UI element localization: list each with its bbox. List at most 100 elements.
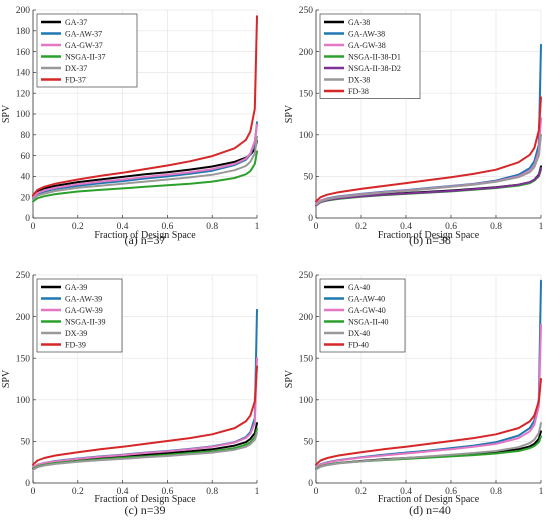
panel-caption: (b) n=38 — [409, 233, 451, 247]
x-tick-label: 0.8 — [206, 487, 218, 497]
legend-label: GA-AW-39 — [65, 295, 102, 304]
y-tick-label: 20 — [21, 193, 31, 203]
legend-box — [319, 278, 406, 353]
x-tick-label: 0.4 — [117, 487, 129, 497]
legend-label: GA-AW-37 — [65, 30, 102, 39]
legend-label: NSGA-II-38-D1 — [348, 53, 401, 62]
y-tick-label: 80 — [21, 131, 31, 141]
x-tick-label: 1 — [255, 222, 260, 232]
y-tick-label: 100 — [16, 110, 31, 120]
y-tick-label: 50 — [21, 438, 31, 448]
y-tick-label: 50 — [304, 173, 314, 183]
y-tick-label: 160 — [16, 48, 31, 58]
legend-label: NSGA-II-39 — [65, 318, 105, 327]
legend-label: GA-AW-40 — [348, 295, 385, 304]
legend-label: NSGA-II-40 — [348, 318, 388, 327]
x-axis-label: Fraction of Design Space — [94, 230, 196, 241]
series-line-nsga-ii-37 — [32, 150, 258, 203]
panel-caption: (c) n=39 — [124, 503, 165, 517]
legend-box — [36, 13, 138, 88]
legend-label: NSGA-II-37 — [65, 53, 105, 62]
series-line-ga-gw-40 — [315, 323, 542, 469]
x-tick-label: 0.4 — [117, 222, 129, 232]
y-tick-label: 200 — [299, 313, 314, 323]
y-axis-label: SPV — [1, 104, 12, 123]
legend-label: GA-GW-39 — [65, 306, 103, 315]
legend-label: FD-39 — [65, 341, 86, 350]
x-tick-label: 0 — [314, 487, 319, 497]
panel-caption: (d) n=40 — [409, 503, 451, 517]
series-line-fd-38 — [315, 96, 542, 203]
x-tick-label: 1 — [539, 487, 544, 497]
x-tick-label: 0 — [314, 222, 319, 232]
legend-label: DX-40 — [348, 329, 370, 338]
legend-label: DX-38 — [348, 76, 370, 85]
y-tick-label: 150 — [16, 354, 31, 364]
x-tick-label: 0.2 — [355, 222, 367, 232]
x-tick-label: 0.6 — [445, 222, 457, 232]
legend-label: FD-40 — [348, 341, 369, 350]
y-axis-label: SPV — [284, 369, 295, 388]
y-tick-label: 200 — [16, 313, 31, 323]
y-tick-label: 250 — [16, 271, 31, 281]
legend-label: GA-AW-38 — [348, 30, 385, 39]
series-line-dx-37 — [32, 135, 258, 201]
legend-label: GA-38 — [348, 18, 370, 27]
legend-label: GA-GW-37 — [65, 41, 103, 50]
x-tick-label: 1 — [255, 487, 260, 497]
legend-label: GA-39 — [65, 283, 87, 292]
y-tick-label: 150 — [299, 89, 314, 99]
y-tick-label: 100 — [299, 131, 314, 141]
chart-panel-3: 0 0.2 0.4 0.6 0.8 1 0 50 100 150 200 250 Fraction of… — [1, 271, 260, 517]
y-tick-label: 0 — [25, 214, 30, 224]
legend-label: GA-37 — [65, 18, 87, 27]
x-tick-label: 0.8 — [490, 222, 502, 232]
x-tick-label: 0.6 — [161, 487, 173, 497]
legend-label: GA-GW-40 — [348, 306, 386, 315]
series-line-dx-40 — [315, 422, 542, 471]
x-axis-label: Fraction of Design Space — [378, 230, 480, 241]
x-tick-label: 0 — [31, 487, 36, 497]
chart-panel-1: 0 0.2 0.4 0.6 0.8 1 0 20 40 60 80 100 120 140 160 180 20… — [1, 6, 260, 247]
x-tick-label: 0.8 — [490, 487, 502, 497]
series-line-ga-gw-37 — [32, 123, 258, 199]
y-axis-label: SPV — [284, 104, 295, 123]
panel-caption: (a) n=37 — [124, 233, 165, 247]
series-line-fd-40 — [315, 378, 542, 466]
y-tick-label: 180 — [16, 27, 31, 37]
x-axis-label: Fraction of Design Space — [94, 494, 196, 505]
series-line-fd-37 — [32, 15, 258, 197]
x-tick-label: 0.2 — [355, 487, 367, 497]
legend-label: FD-38 — [348, 87, 369, 96]
y-tick-label: 200 — [299, 48, 314, 58]
legend-label: DX-39 — [65, 329, 87, 338]
x-tick-label: 0 — [31, 222, 36, 232]
series-line-fd-39 — [32, 365, 258, 466]
chart-panel-2: 0 0.2 0.4 0.6 0.8 1 0 50 100 150 200 250 Fraction of… — [284, 6, 544, 247]
y-tick-label: 150 — [299, 354, 314, 364]
y-tick-label: 60 — [21, 152, 31, 162]
legend-label: GA-GW-38 — [348, 41, 386, 50]
chart-panel-4: 0 0.2 0.4 0.6 0.8 1 0 50 100 150 200 250 Fraction of… — [284, 271, 544, 517]
y-axis-label: SPV — [1, 369, 12, 388]
x-tick-label: 0.2 — [72, 222, 84, 232]
legend-box — [36, 278, 123, 353]
x-axis-label: Fraction of Design Space — [378, 494, 480, 505]
series-line-ga-gw-39 — [32, 357, 258, 469]
legend-label: GA-40 — [348, 283, 370, 292]
x-tick-label: 0.2 — [72, 487, 84, 497]
y-tick-label: 50 — [304, 438, 314, 448]
x-tick-label: 1 — [539, 222, 544, 232]
y-tick-label: 0 — [308, 214, 313, 224]
y-tick-label: 250 — [299, 6, 314, 16]
x-tick-label: 0.6 — [445, 487, 457, 497]
series-line-dx-38 — [315, 133, 542, 206]
y-tick-label: 0 — [308, 479, 313, 489]
y-tick-label: 120 — [16, 89, 31, 99]
y-tick-label: 250 — [299, 271, 314, 281]
y-tick-label: 140 — [16, 69, 31, 79]
legend-label: FD-37 — [65, 76, 86, 85]
legend-label: DX-37 — [65, 64, 87, 73]
x-tick-label: 0.6 — [161, 222, 173, 232]
